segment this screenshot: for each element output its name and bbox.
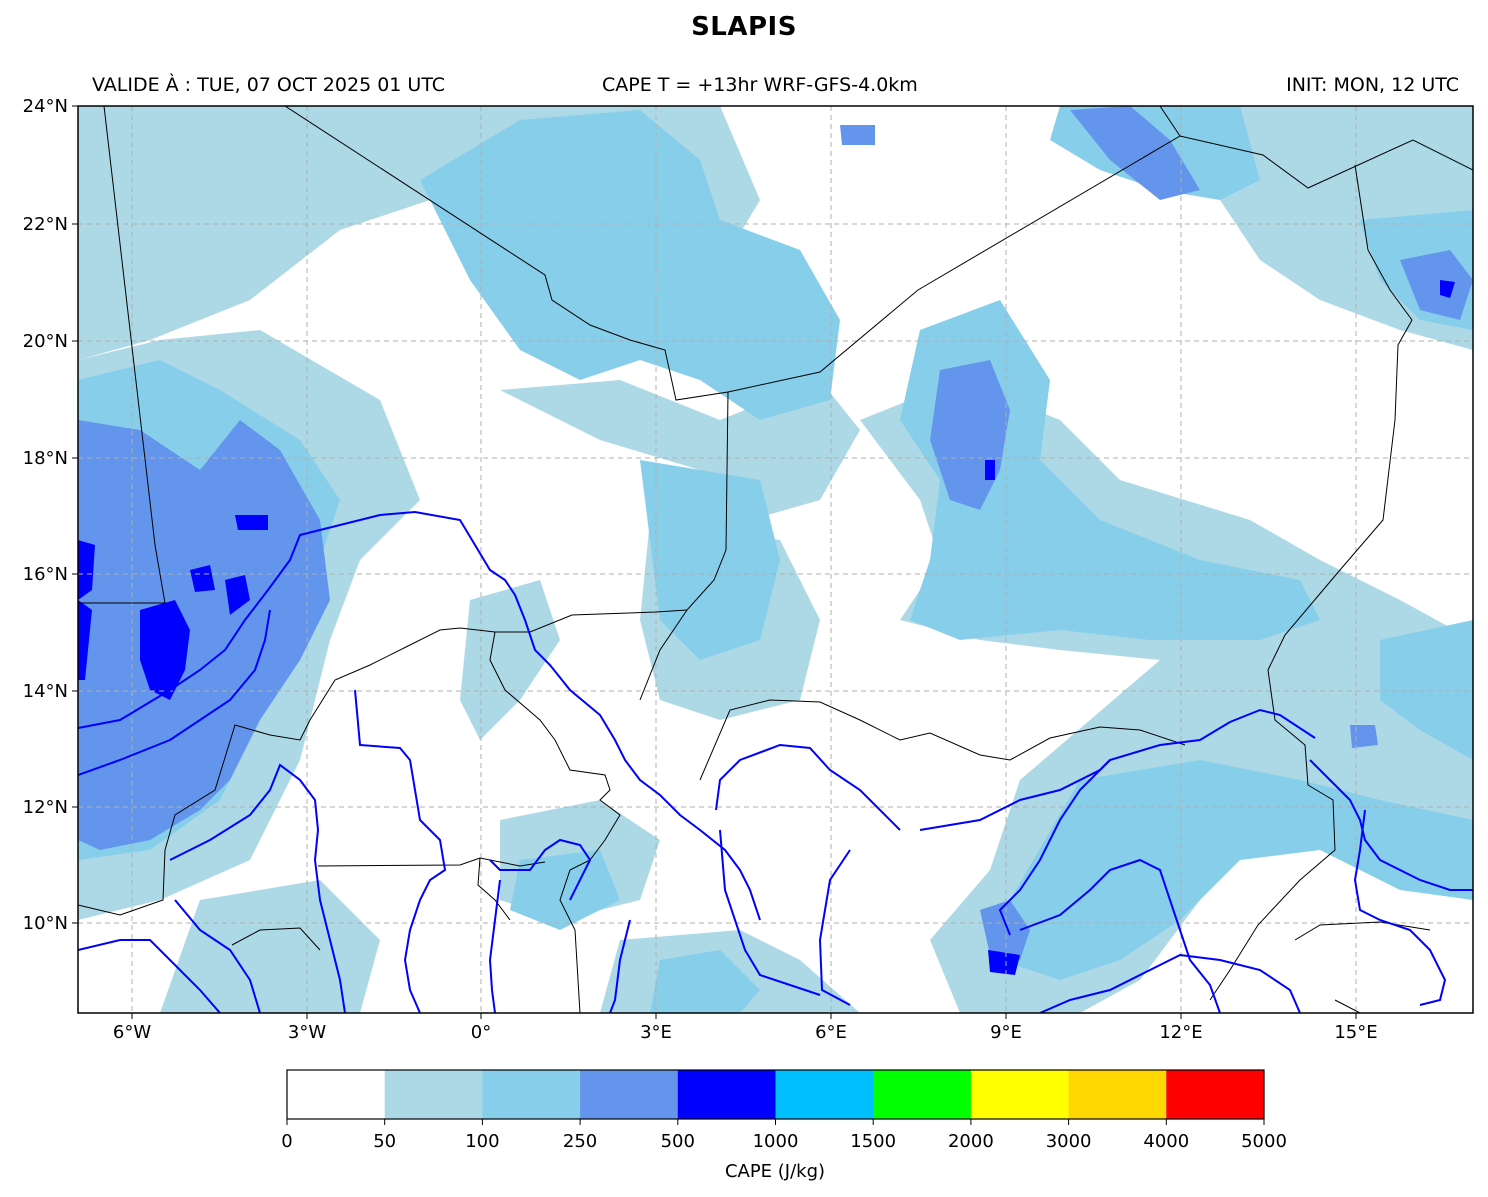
gridlines [78,106,1473,1013]
colorbar-tick-label: 4000 [1143,1131,1189,1152]
colorbar-swatch [677,1070,776,1119]
colorbar-tick-label: 100 [465,1131,499,1152]
lon-label-3e: 3°E [640,1022,672,1043]
colorbar-swatch [775,1070,874,1119]
colorbar-swatch [1166,1070,1265,1119]
colorbar-tick-label: 500 [661,1131,695,1152]
colorbar-tick-label: 1000 [753,1131,799,1152]
lon-label-6e: 6°E [815,1022,847,1043]
rivers [78,510,1473,1013]
map-title: SLAPIS [691,12,797,42]
colorbar-tick-label: 50 [373,1131,396,1152]
country-borders [78,106,1473,1013]
colorbar-swatch [1068,1070,1167,1119]
lat-label-24n: 24°N [23,96,68,117]
lon-axis: 6°W 3°W 0° 3°E 6°E 9°E 12°E 15°E [113,1013,1378,1043]
colorbar-swatch [970,1070,1070,1119]
lat-label-22n: 22°N [23,214,68,235]
colorbar-tick-label: 3000 [1046,1131,1092,1152]
colorbar-swatch [384,1070,483,1119]
lat-label-10n: 10°N [23,913,68,934]
colorbar-tick-label: 1500 [850,1131,896,1152]
lat-label-18n: 18°N [23,448,68,469]
cape-field-500-1000 [78,280,1455,975]
colorbar-swatch [287,1070,386,1119]
lat-label-16n: 16°N [23,564,68,585]
lat-label-20n: 20°N [23,331,68,352]
init-time-label: INIT: MON, 12 UTC [1286,74,1459,96]
colorbar-tick-label: 0 [281,1131,292,1152]
lon-label-9e: 9°E [990,1022,1022,1043]
colorbar-label: CAPE (J/kg) [725,1161,825,1182]
colorbar-swatch [482,1070,581,1119]
lon-label-12e: 12°E [1159,1022,1202,1043]
lat-axis: 10°N 12°N 14°N 16°N 18°N 20°N 22°N 24°N [23,96,78,934]
lon-label-3w: 3°W [288,1022,326,1043]
lat-label-12n: 12°N [23,797,68,818]
lat-label-14n: 14°N [23,681,68,702]
lon-label-15e: 15°E [1334,1022,1377,1043]
valid-time-label: VALIDE À : TUE, 07 OCT 2025 01 UTC [92,74,446,96]
colorbar: 0 50 100 250 500 1000 1500 2000 3000 4000 5000 CAP… [281,1069,1287,1182]
map-area [78,106,1473,1013]
colorbar-tick-label: 250 [563,1131,597,1152]
map-frame [77,105,1474,1014]
colorbar-tick-label: 5000 [1241,1131,1287,1152]
product-label: CAPE T = +13hr WRF-GFS-4.0km [602,74,918,96]
lon-label-6w: 6°W [113,1022,151,1043]
colorbar-swatch [873,1070,972,1119]
lon-label-0: 0° [471,1022,491,1043]
colorbar-swatch [580,1070,679,1119]
colorbar-tick-label: 2000 [948,1131,994,1152]
